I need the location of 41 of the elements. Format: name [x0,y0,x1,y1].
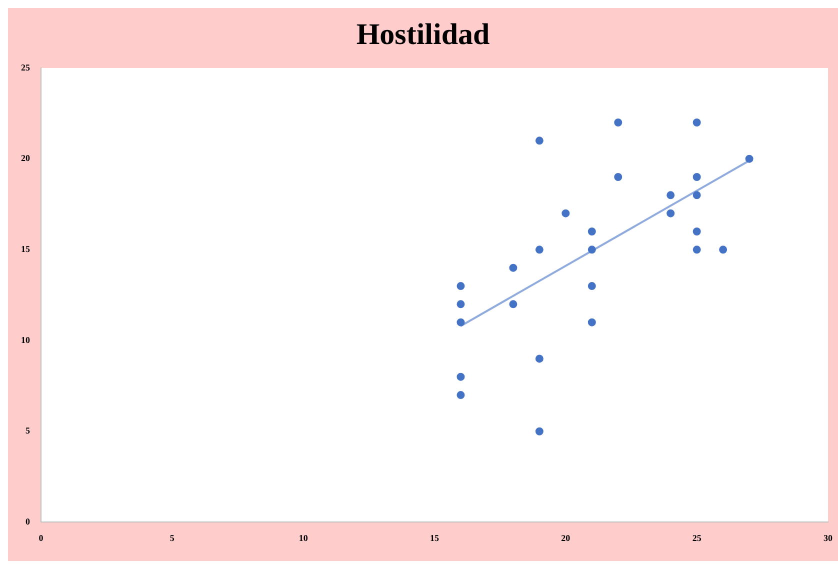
chart-title: Hostilidad [356,18,490,51]
y-tick-label: 25 [21,62,30,72]
x-tick-label: 5 [170,532,175,543]
point [719,246,728,254]
y-tick-label: 10 [21,334,30,345]
point [535,136,544,145]
point [614,118,622,127]
point [588,246,596,254]
x-tick-label: 10 [298,532,308,543]
point [456,391,465,400]
point [692,191,701,200]
point [614,173,622,182]
y-tick-label: 5 [26,426,30,436]
y-tick-label: 0 [26,516,30,527]
y-tick-label: 20 [21,153,30,164]
point [456,372,465,381]
point [509,264,518,272]
point [509,300,518,308]
point [535,246,544,254]
point [692,228,701,236]
point [535,354,544,363]
x-tick-label: 0 [38,532,44,543]
point [666,191,675,200]
point [692,246,701,254]
point [588,318,596,326]
x-tick-label: 25 [692,532,702,543]
x-tick-label: 30 [824,532,833,543]
x-tick-label: 20 [561,532,571,543]
point [456,282,465,290]
y-tick-label: 15 [21,244,30,254]
point [745,154,754,163]
point [535,427,544,436]
point [456,318,465,326]
point [588,228,596,236]
point [456,300,465,308]
x-tick-label: 15 [430,532,440,543]
point [692,173,701,182]
point [666,209,675,218]
point [588,282,596,290]
point [562,209,570,218]
point [692,118,701,127]
